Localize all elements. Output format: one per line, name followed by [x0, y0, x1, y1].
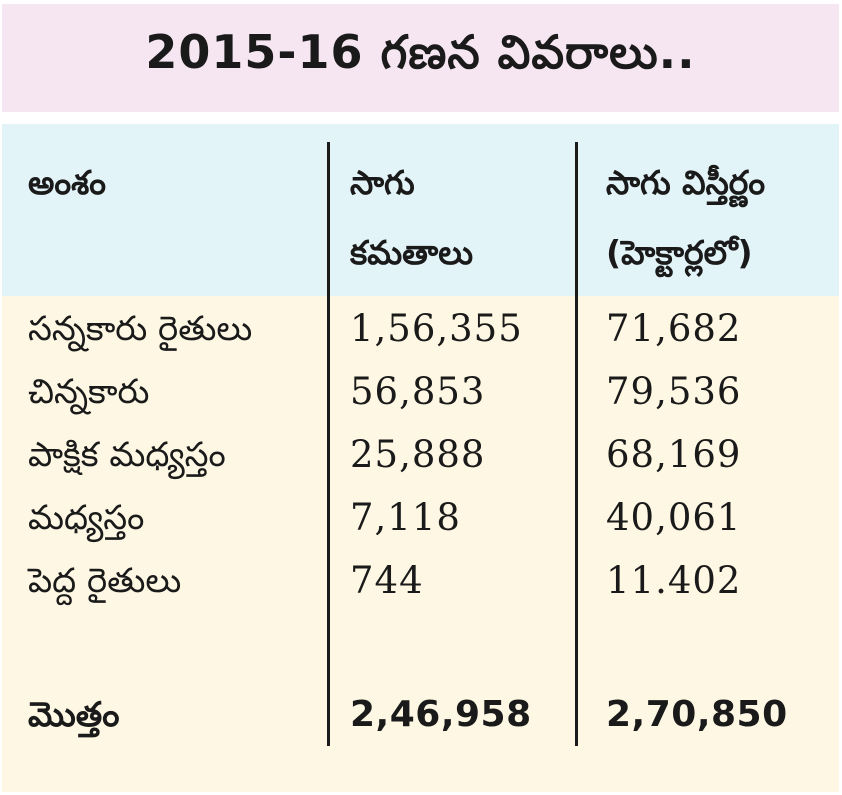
table-header: అంశం సాగు కమతాలు సాగు విస్తీర్ణం (హెక్టా… [2, 124, 839, 296]
row-category: మధ్యస్తం [28, 498, 145, 538]
row-category: సన్నకారు రైతులు [28, 309, 253, 349]
row-holdings: 744 [350, 559, 424, 602]
row-category: చిన్నకారు [28, 372, 150, 412]
row-area: 68,169 [606, 433, 742, 476]
total-holdings: 2,46,958 [350, 694, 532, 735]
header-category: అంశం [28, 163, 107, 202]
header-area: సాగు విస్తీర్ణం (హెక్టార్లలో) [606, 163, 766, 272]
table-row: పాక్షిక మధ్యస్తం 25,888 68,169 [2, 423, 839, 487]
total-row: మొత్తం 2,46,958 2,70,850 [2, 683, 839, 747]
row-holdings: 25,888 [350, 433, 486, 476]
row-area: 11.402 [606, 559, 742, 602]
row-category: పాక్షిక మధ్యస్తం [28, 435, 226, 475]
row-holdings: 56,853 [350, 370, 486, 413]
title-banner: 2015-16 గణన వివరాలు.. [2, 4, 839, 112]
table-row: సన్నకారు రైతులు 1,56,355 71,682 [2, 297, 839, 361]
page-title: 2015-16 గణన వివరాలు.. [145, 25, 696, 79]
total-area: 2,70,850 [606, 694, 788, 735]
header-holdings: సాగు కమతాలు [350, 163, 474, 272]
row-holdings: 7,118 [350, 496, 461, 539]
table-row: చిన్నకారు 56,853 79,536 [2, 360, 839, 424]
table-row: మధ్యస్తం 7,118 40,061 [2, 486, 839, 550]
table-row: పెద్ద రైతులు 744 11.402 [2, 549, 839, 613]
row-category: పెద్ద రైతులు [28, 561, 182, 601]
row-area: 71,682 [606, 307, 742, 350]
holdings-table: అంశం సాగు కమతాలు సాగు విస్తీర్ణం (హెక్టా… [2, 124, 839, 792]
total-label: మొత్తం [28, 695, 120, 735]
row-holdings: 1,56,355 [350, 307, 523, 350]
column-divider [575, 142, 578, 746]
row-area: 79,536 [606, 370, 742, 413]
row-area: 40,061 [606, 496, 742, 539]
column-divider [327, 142, 330, 746]
